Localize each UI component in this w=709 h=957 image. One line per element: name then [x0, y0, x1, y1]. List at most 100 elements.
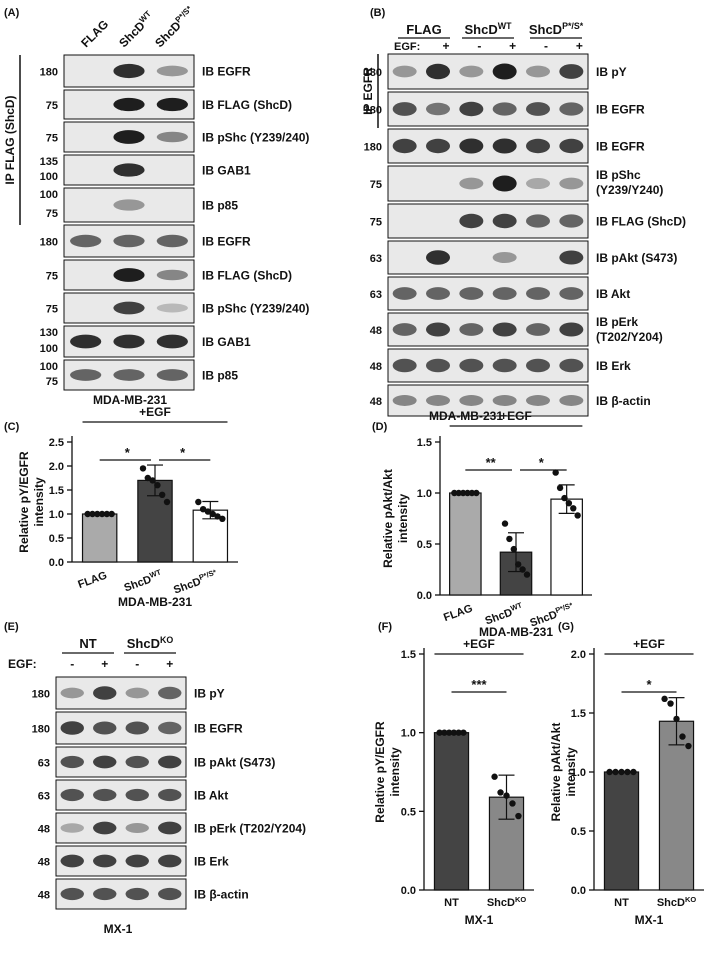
panel-f-y-label: intensity [388, 747, 402, 797]
panel-a-mw-marker: 130 [40, 327, 58, 339]
panel-e-egf-sign: + [166, 657, 173, 671]
panel-b-blot-10-band-6 [559, 395, 584, 406]
panel-b-blot-4-band-4 [492, 175, 517, 192]
panel-b-blot-8-band-4 [492, 322, 517, 337]
panel-c-y-tick-label: 2.5 [49, 437, 64, 449]
panel-c-data-point [144, 474, 151, 482]
panel-a-mw-marker: 180 [40, 237, 58, 249]
panel-d-sig-label: ** [486, 455, 497, 470]
panel-b-blot-9-band-2 [426, 358, 450, 373]
panel-e-mw-marker: 48 [38, 890, 50, 902]
panel-a-mw-marker: 75 [46, 271, 58, 283]
panel-b-ib-label: IB EGFR [596, 140, 645, 154]
panel-b-blot-1-band-3 [459, 65, 484, 78]
panel-d-caption: MDA-MB-231 [479, 625, 553, 639]
panel-c-y-tick-label: 0.5 [49, 533, 64, 545]
panel-a-ib-label: IB p85 [202, 369, 238, 383]
panel-e-blot-3-band-3 [125, 755, 149, 769]
panel-b-egf-sign: + [509, 39, 516, 53]
panel-a-blot-3-band-2 [113, 130, 145, 144]
panel-e-ib-label: IB pY [194, 687, 225, 701]
panel-b-blot-9-band-3 [459, 358, 484, 373]
panel-b-blot-3-band-2 [426, 138, 450, 154]
panel-g-bar-1 [603, 771, 640, 891]
panel-b-ib-label: (T202/Y204) [596, 330, 663, 344]
panel-c-y-tick-label: 0.0 [49, 557, 64, 569]
panel-g-y-label: intensity [564, 747, 578, 797]
panel-b-blot-1-band-5 [526, 65, 550, 78]
panel-d-data-point [561, 494, 568, 502]
panel-b-mw-marker: 48 [370, 325, 382, 337]
panel-g-data-point [612, 768, 619, 776]
panel-b-mw-marker: 180 [364, 142, 382, 154]
panel-a-mw-marker: 75 [46, 208, 58, 220]
panel-e-blot-1-band-3 [125, 687, 149, 699]
panel-c-bar-1 [81, 513, 118, 563]
panel-a-blot-3-band-3 [156, 131, 188, 143]
panel-a-blot-9-band-1 [70, 334, 102, 349]
panel-d-y-label: intensity [396, 494, 410, 544]
panel-c-category-label: ShcDP*/S* [171, 567, 219, 596]
panel-e-blot-7-band-4 [158, 887, 182, 901]
panel-f-data-point [509, 800, 516, 807]
panel-b-blot-10-band-4 [492, 395, 517, 406]
panel-b-mw-marker: 48 [370, 396, 382, 408]
panel-b-blot-6-band-4 [492, 251, 517, 264]
panel-b-blot-2-band-5 [526, 102, 550, 116]
panel-c-sig-label: * [125, 445, 131, 460]
panel-a-ib-label: IB FLAG (ShcD) [202, 98, 292, 112]
panel-b-ib-label: IB pShc [596, 168, 641, 182]
panel-b-ib-label: (Y239/Y240) [596, 183, 663, 197]
panel-a-blot-1-band-2 [113, 63, 145, 79]
panel-e-blot-3-band-2 [93, 755, 117, 769]
panel-b-blot-2-band-6 [559, 102, 584, 116]
panel-c-data-point [163, 498, 171, 506]
panel-d-category-label: ShcDWT [483, 600, 526, 627]
panel-f-data-point [450, 729, 458, 736]
panel-e-egf-sign: - [135, 657, 139, 671]
panel-f-y-tick-label: 1.5 [401, 649, 416, 661]
panel-c-data-point [154, 482, 161, 489]
panel-c-data-point [159, 491, 166, 498]
panel-c-data-point [103, 510, 111, 518]
panel-c-egf-label: +EGF [139, 405, 171, 419]
panel-g-y-tick-label: 2.0 [571, 649, 586, 661]
panel-g-data-point [685, 742, 692, 750]
panel-d-sig-label: * [539, 455, 545, 470]
panel-c-data-point [219, 515, 226, 522]
panel-c-data-point [94, 510, 101, 518]
panel-e-mw-marker: 48 [38, 857, 50, 869]
panel-d-data-point [464, 489, 471, 497]
panel-g-data-point [624, 768, 631, 776]
panel-d-data-point [501, 520, 509, 527]
panel-b-blot-1-band-6 [559, 64, 584, 79]
panel-b-group-label: ShcDWT [465, 21, 513, 37]
panel-b-blot-6-band-6 [559, 250, 584, 265]
panel-e-blot-1-band-2 [93, 686, 117, 700]
panel-b-blot-3 [387, 128, 589, 164]
panel-a-blot-8-band-3 [156, 303, 188, 313]
panel-b-blot-8-band-5 [526, 323, 550, 336]
panel-a-blot-9-band-3 [156, 334, 188, 349]
panel-a-ib-label: IB EGFR [202, 65, 251, 79]
panel-g-y-tick-label: 0.5 [571, 826, 586, 838]
panel-f-data-point [491, 773, 498, 780]
panel-d-data-point [523, 571, 531, 578]
panel-b-blot-2-band-1 [392, 102, 417, 116]
panel-b-blot-8-band-2 [426, 322, 450, 337]
panel-b-egf-sign: + [576, 39, 583, 53]
panel-f-letter: (F) [378, 621, 392, 633]
panel-b-blot-9-band-6 [559, 358, 584, 373]
panel-e-blot-5-band-2 [93, 821, 117, 835]
panel-b-blot-2-band-4 [492, 102, 517, 116]
panel-a-blot-2-band-3 [156, 97, 188, 112]
panel-d-bar-1 [449, 492, 482, 596]
panel-b-blot-3-band-3 [459, 138, 484, 154]
panel-c-data-point [149, 477, 156, 484]
panel-a-blot-5-band-2 [113, 199, 145, 211]
panel-b-blot-7-band-2 [426, 287, 450, 300]
panel-a-blot-2-band-2 [113, 97, 145, 112]
panel-g-data-point [667, 700, 674, 707]
panel-b-blot-10-band-2 [426, 395, 450, 406]
